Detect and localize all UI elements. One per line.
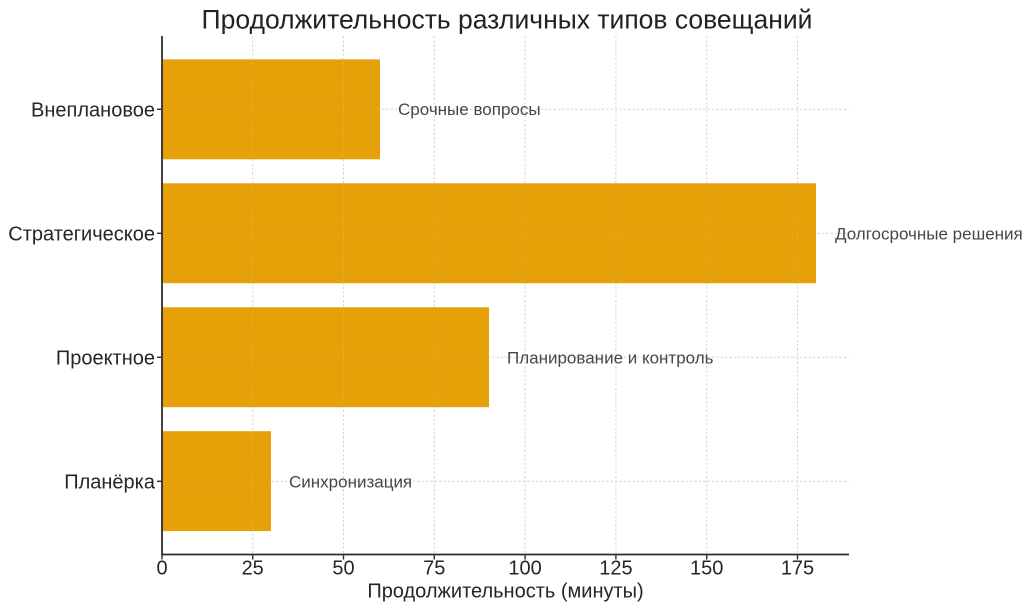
svg-text:125: 125 — [599, 558, 632, 580]
svg-text:25: 25 — [242, 558, 264, 580]
svg-text:Планирование и контроль: Планирование и контроль — [507, 348, 714, 367]
svg-text:Продолжительность (минуты): Продолжительность (минуты) — [367, 581, 643, 603]
svg-text:Срочные вопросы: Срочные вопросы — [398, 100, 541, 119]
svg-text:150: 150 — [690, 558, 723, 580]
svg-text:75: 75 — [423, 558, 445, 580]
svg-text:Планёрка: Планёрка — [64, 471, 156, 493]
svg-text:Стратегическое: Стратегическое — [8, 223, 155, 245]
svg-text:50: 50 — [332, 558, 354, 580]
svg-text:100: 100 — [508, 558, 541, 580]
svg-text:Продолжительность различных ти: Продолжительность различных типов совеща… — [202, 5, 813, 35]
svg-text:Внеплановое: Внеплановое — [31, 99, 155, 121]
svg-text:0: 0 — [156, 558, 167, 580]
svg-text:Проектное: Проектное — [56, 347, 155, 369]
svg-text:175: 175 — [781, 558, 814, 580]
svg-text:Долгосрочные решения: Долгосрочные решения — [835, 224, 1023, 243]
svg-text:Синхронизация: Синхронизация — [289, 472, 412, 491]
